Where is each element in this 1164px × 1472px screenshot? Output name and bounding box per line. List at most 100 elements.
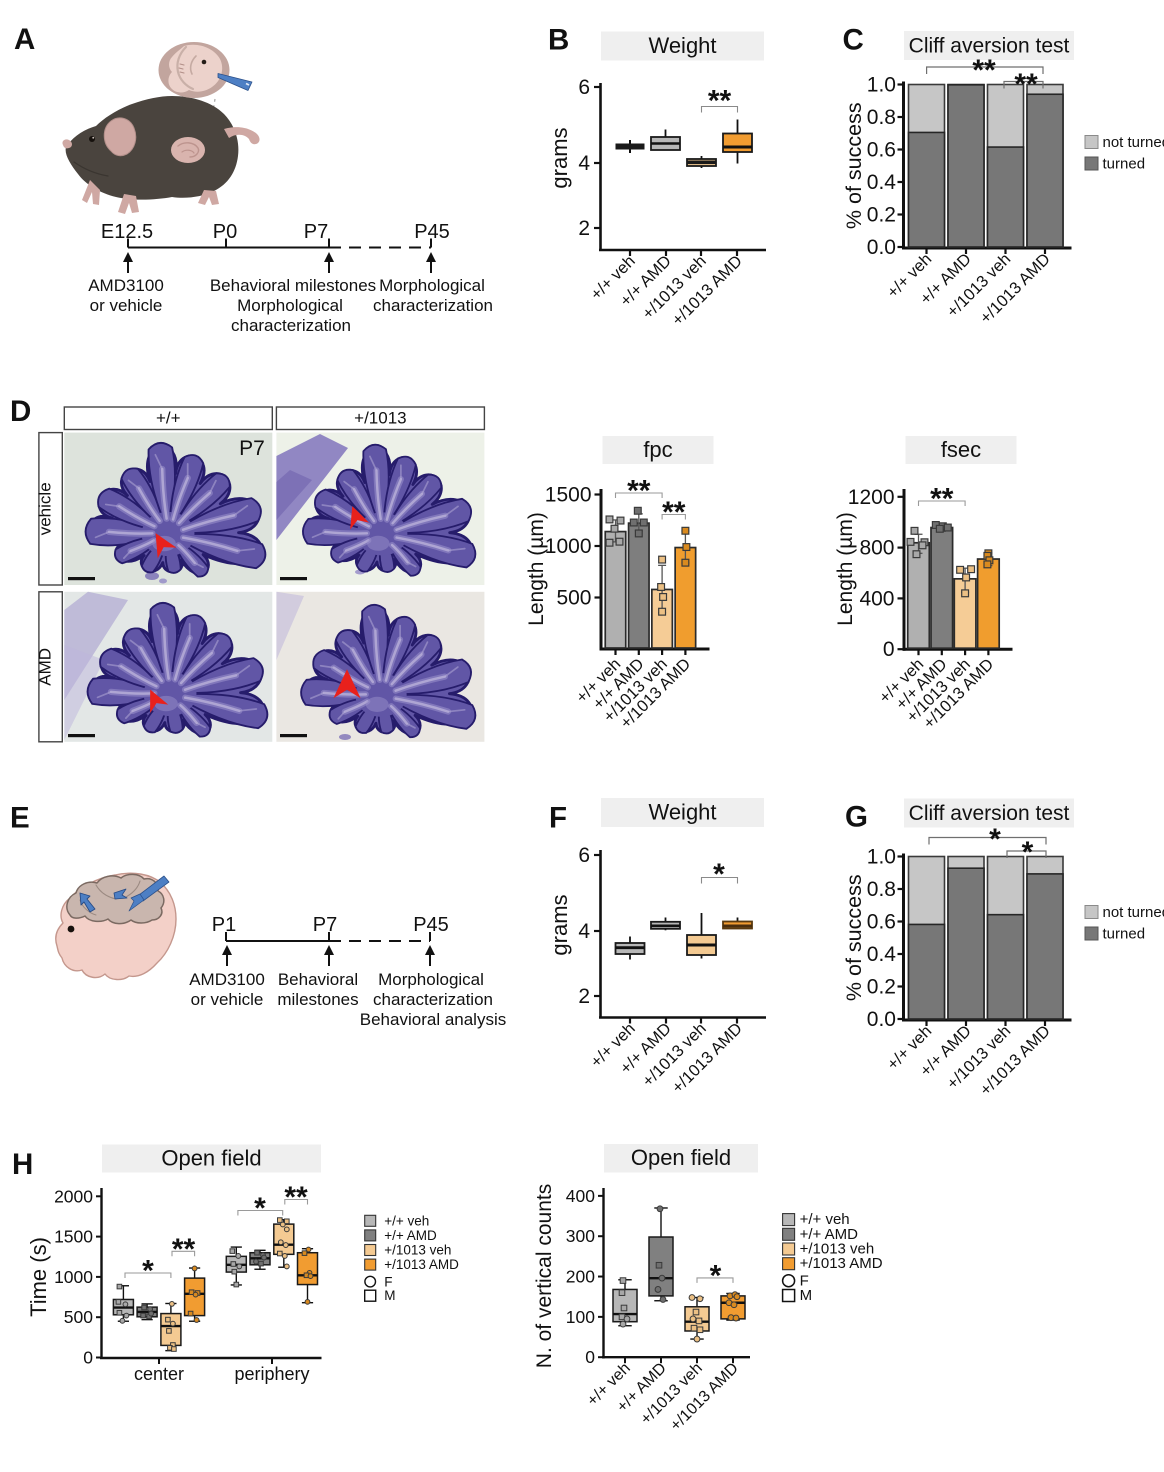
svg-text:**: **: [1014, 68, 1038, 101]
svg-text:E12.5: E12.5: [101, 221, 153, 243]
svg-text:AMD3100: AMD3100: [189, 970, 265, 989]
svg-text:0.0: 0.0: [867, 236, 896, 259]
svg-text:E: E: [10, 802, 30, 835]
svg-text:200: 200: [566, 1267, 595, 1287]
svg-text:500: 500: [64, 1307, 93, 1327]
svg-text:not turned: not turned: [1103, 134, 1164, 151]
svg-text:Time (s): Time (s): [26, 1237, 51, 1317]
svg-text:M: M: [384, 1288, 395, 1303]
svg-text:H: H: [12, 1148, 33, 1181]
svg-text:4: 4: [578, 152, 590, 175]
svg-text:fsec: fsec: [941, 437, 981, 462]
svg-text:0: 0: [83, 1348, 93, 1368]
svg-text:0.2: 0.2: [867, 204, 896, 227]
svg-text:turned: turned: [1103, 926, 1146, 943]
svg-text:G: G: [845, 801, 868, 834]
svg-text:1.0: 1.0: [867, 74, 896, 97]
svg-text:400: 400: [566, 1186, 595, 1206]
svg-text:6: 6: [578, 76, 590, 99]
svg-text:1000: 1000: [54, 1267, 93, 1287]
svg-text:0: 0: [883, 638, 895, 661]
svg-text:not turned: not turned: [1103, 904, 1164, 921]
svg-text:1.0: 1.0: [867, 846, 896, 869]
svg-text:2: 2: [578, 985, 590, 1008]
svg-text:1500: 1500: [54, 1227, 93, 1247]
svg-text:% of success: % of success: [842, 874, 866, 1001]
svg-text:turned: turned: [1103, 156, 1146, 173]
svg-text:fpc: fpc: [643, 437, 672, 462]
svg-text:**: **: [172, 1233, 196, 1266]
svg-text:0.0: 0.0: [867, 1008, 896, 1031]
svg-text:grams: grams: [547, 127, 572, 188]
svg-text:**: **: [284, 1181, 308, 1214]
svg-text:Open field: Open field: [631, 1145, 731, 1170]
svg-text:+/1013 AMD: +/1013 AMD: [800, 1255, 883, 1272]
svg-text:2: 2: [578, 217, 590, 240]
svg-text:+/+: +/+: [156, 409, 181, 428]
svg-text:Cliff aversion test: Cliff aversion test: [909, 802, 1070, 825]
svg-text:+/+ veh: +/+ veh: [384, 1213, 429, 1228]
svg-text:grams: grams: [547, 894, 572, 955]
svg-text:Length (µm): Length (µm): [834, 512, 857, 626]
svg-text:characterization: characterization: [373, 296, 493, 315]
svg-text:Weight: Weight: [648, 800, 716, 825]
svg-text:% of success: % of success: [842, 102, 866, 229]
svg-text:Length (µm): Length (µm): [525, 512, 548, 626]
svg-text:0.6: 0.6: [867, 139, 896, 162]
svg-text:800: 800: [859, 537, 894, 560]
svg-text:B: B: [548, 24, 569, 57]
svg-text:1000: 1000: [545, 535, 592, 558]
svg-text:vehicle: vehicle: [36, 482, 55, 535]
svg-text:center: center: [134, 1364, 184, 1384]
svg-text:Behavioral analysis: Behavioral analysis: [360, 1010, 506, 1029]
svg-text:0: 0: [585, 1347, 595, 1367]
svg-text:0.8: 0.8: [867, 106, 896, 129]
svg-text:Morphological: Morphological: [379, 276, 485, 295]
svg-text:*: *: [1022, 836, 1034, 869]
svg-text:periphery: periphery: [234, 1364, 309, 1384]
svg-text:P1: P1: [212, 914, 236, 936]
svg-text:*: *: [142, 1255, 154, 1288]
svg-text:Morphological: Morphological: [237, 296, 343, 315]
svg-text:M: M: [800, 1287, 813, 1304]
svg-text:Weight: Weight: [648, 33, 716, 58]
svg-text:6: 6: [578, 844, 590, 867]
svg-text:P7: P7: [239, 437, 265, 460]
svg-text:*: *: [713, 858, 725, 891]
svg-text:100: 100: [566, 1307, 595, 1327]
svg-text:Behavioral milestones: Behavioral milestones: [210, 276, 376, 295]
svg-text:characterization: characterization: [373, 990, 493, 1009]
svg-text:P45: P45: [414, 221, 450, 243]
svg-text:Open field: Open field: [161, 1146, 261, 1171]
svg-text:milestones: milestones: [277, 990, 358, 1009]
svg-text:0.2: 0.2: [867, 976, 896, 999]
svg-text:or vehicle: or vehicle: [90, 296, 163, 315]
svg-text:500: 500: [556, 587, 591, 610]
svg-text:0.6: 0.6: [867, 911, 896, 934]
svg-text:**: **: [972, 54, 996, 87]
svg-text:N. of vertical counts: N. of vertical counts: [533, 1184, 556, 1368]
svg-text:*: *: [989, 823, 1001, 856]
svg-text:+/1013 veh: +/1013 veh: [384, 1243, 451, 1258]
svg-text:+/+ AMD: +/+ AMD: [384, 1228, 437, 1243]
svg-text:characterization: characterization: [231, 316, 351, 335]
svg-text:300: 300: [566, 1226, 595, 1246]
svg-text:**: **: [627, 475, 651, 508]
svg-text:C: C: [843, 24, 864, 57]
svg-text:*: *: [710, 1259, 722, 1292]
svg-text:D: D: [10, 395, 31, 428]
svg-text:AMD3100: AMD3100: [88, 276, 164, 295]
svg-text:P45: P45: [413, 914, 449, 936]
svg-text:AMD: AMD: [36, 648, 55, 686]
svg-text:0.4: 0.4: [867, 943, 897, 966]
svg-text:*: *: [254, 1192, 266, 1225]
svg-text:P7: P7: [313, 914, 337, 936]
svg-text:+/1013 AMD: +/1013 AMD: [384, 1257, 459, 1272]
svg-text:1500: 1500: [545, 484, 592, 507]
svg-text:**: **: [930, 483, 954, 516]
svg-text:A: A: [14, 23, 35, 56]
svg-text:4: 4: [578, 920, 590, 943]
svg-text:Behavioral: Behavioral: [278, 970, 358, 989]
svg-text:**: **: [708, 85, 732, 118]
svg-text:Morphological: Morphological: [378, 970, 484, 989]
